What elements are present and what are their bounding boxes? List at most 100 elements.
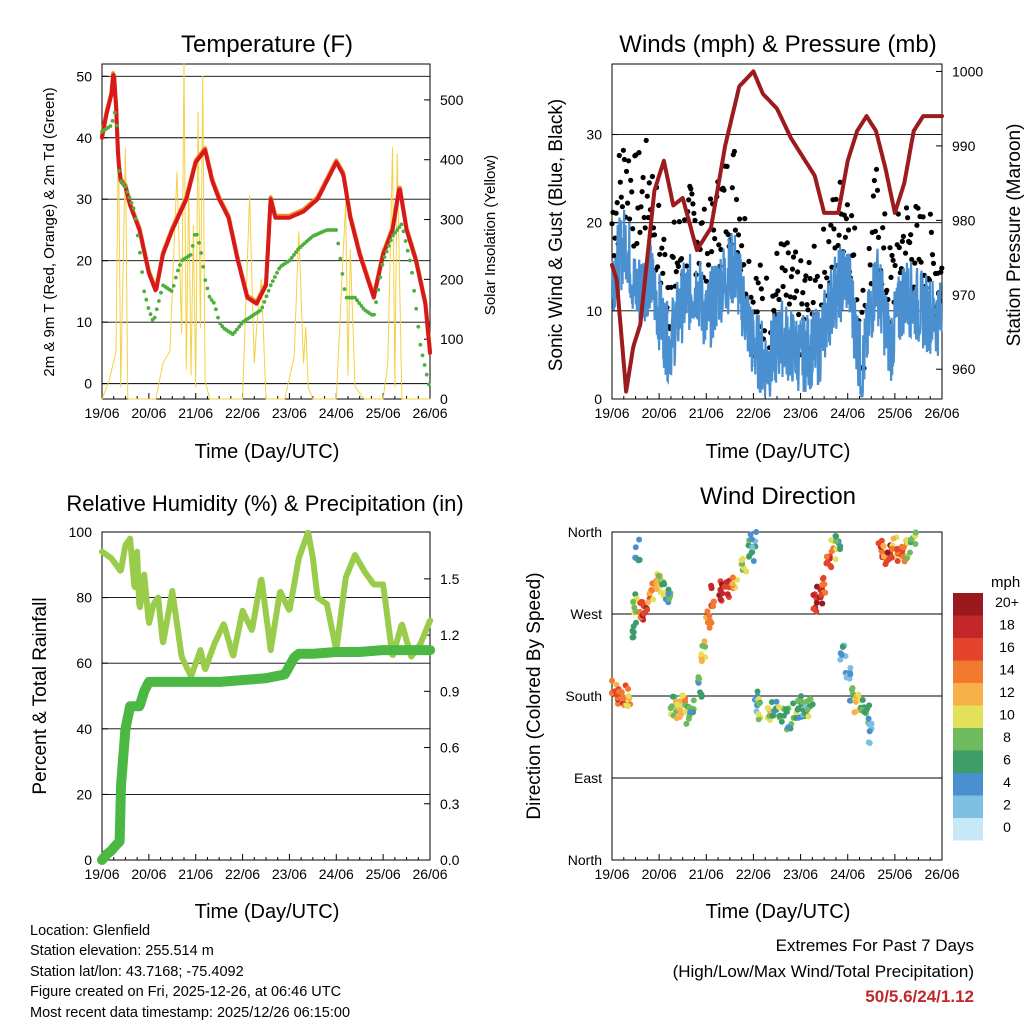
gust-point (640, 174, 646, 181)
gust-point (732, 227, 739, 233)
dewpoint-point (133, 217, 138, 221)
humidity-xtick-label: 24/06 (319, 866, 354, 882)
dewpoint-point (426, 382, 431, 387)
direction-point (810, 592, 817, 598)
gust-point (620, 147, 627, 153)
humidity-xtick-label: 26/06 (412, 866, 447, 882)
direction-point (846, 697, 853, 704)
gust-point (676, 219, 683, 225)
dewpoint-point (389, 238, 393, 243)
gust-point (655, 264, 661, 270)
direction-point (753, 529, 760, 535)
gust-point (629, 189, 635, 195)
gust-point (689, 191, 695, 197)
direction-xtick-label: 22/06 (736, 866, 771, 882)
direction-panel: Wind Direction Time (Day/UTC) Direction … (524, 483, 1020, 923)
gust-point (800, 290, 806, 296)
gust-point (639, 189, 645, 195)
direction-point (729, 580, 736, 587)
gust-point (613, 210, 619, 216)
dewpoint-point (424, 372, 429, 377)
gust-point (718, 246, 724, 253)
dewpoint-point (416, 324, 421, 329)
gust-point (833, 196, 839, 202)
gust-point (907, 239, 913, 246)
winds-title: Winds (mph) & Pressure (mb) (619, 31, 936, 58)
gust-point (759, 295, 766, 302)
gust-point (623, 168, 630, 174)
humidity-ylabel-left: Percent & Total Rainfall (30, 597, 51, 794)
dewpoint-point (376, 287, 381, 292)
gust-point (826, 239, 832, 245)
colorbar-swatch (953, 728, 983, 751)
station-info: Location: Glenfield Station elevation: 2… (30, 921, 350, 1023)
dewpoint-point (397, 225, 402, 230)
temperature-y2tick-label: 400 (440, 152, 464, 168)
dewpoint-point (119, 179, 123, 184)
dewpoint-point (211, 300, 216, 305)
direction-point (838, 651, 845, 658)
direction-point (630, 623, 637, 630)
dewpoint-point (273, 275, 277, 279)
dewpoint-point (399, 222, 404, 227)
direction-point (839, 644, 846, 650)
direction-point (907, 536, 914, 543)
dewpoint-point (378, 275, 383, 280)
dewpoint-point (159, 290, 163, 295)
solar-insolation-line (101, 63, 431, 400)
gust-point (791, 295, 798, 301)
direction-point (645, 599, 651, 606)
humidity-xtick-label: 21/06 (178, 866, 213, 882)
gust-point (712, 236, 718, 242)
gust-point (763, 275, 770, 281)
gust-point (644, 193, 650, 199)
gust-point (909, 256, 915, 263)
dewpoint-point (140, 270, 145, 274)
gust-point (636, 150, 642, 156)
winds-xtick-label: 21/06 (689, 405, 724, 421)
gust-point (852, 225, 858, 231)
temperature-y2tick-label: 200 (440, 271, 464, 287)
direction-point (632, 591, 639, 598)
gust-point (725, 231, 731, 238)
direction-point (880, 553, 887, 560)
dewpoint-point (108, 124, 113, 128)
sonic-wind-line (610, 209, 943, 398)
gust-point (874, 187, 881, 193)
colorbar-label: 18 (999, 617, 1015, 633)
colorbar-swatch (953, 593, 983, 616)
temperature-ytick-label: 50 (76, 68, 92, 84)
direction-point (690, 697, 697, 704)
gust-point (784, 240, 790, 246)
gust-point (733, 196, 740, 203)
temperature-xlabel: Time (Day/UTC) (195, 441, 340, 463)
gust-point (691, 210, 697, 216)
temperature-xtick-label: 23/06 (272, 405, 307, 421)
direction-point (698, 658, 705, 665)
direction-point (746, 553, 752, 560)
gust-point (656, 202, 662, 208)
winds-xtick-label: 23/06 (783, 405, 818, 421)
direction-point (682, 708, 689, 715)
dewpoint-point (209, 298, 214, 302)
direction-point (755, 716, 762, 723)
dewpoint-point (195, 232, 199, 237)
direction-point (632, 544, 639, 551)
gust-point (742, 216, 748, 222)
gust-point (627, 216, 633, 222)
dewpoint-point (405, 248, 410, 253)
dewpoint-point (353, 295, 357, 300)
temperature-title: Temperature (F) (181, 31, 353, 58)
gust-point (754, 309, 760, 315)
gust-point (671, 219, 677, 225)
colorbar-label: 14 (999, 662, 1015, 678)
gust-point (678, 256, 685, 262)
gust-point (625, 200, 631, 206)
direction-point (706, 624, 713, 631)
temperature-ylabel-right: Solar Insolation (Yellow) (482, 155, 499, 315)
direction-point (669, 703, 675, 710)
dewpoint-point (123, 184, 128, 189)
gust-point (701, 206, 707, 212)
winds-panel: Winds (mph) & Pressure (mb) Time (Day/UT… (546, 31, 1024, 463)
direction-xtick-label: 21/06 (689, 866, 724, 882)
